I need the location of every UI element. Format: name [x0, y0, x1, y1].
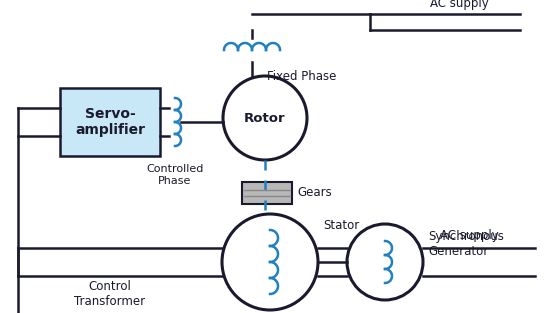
Text: AC supply: AC supply — [440, 229, 499, 242]
Bar — [60, 88, 160, 156]
Text: Stator: Stator — [323, 219, 359, 232]
Text: AC supply: AC supply — [430, 0, 489, 10]
Text: Synchronous
Generator: Synchronous Generator — [428, 230, 504, 258]
Text: Control
Transformer: Control Transformer — [74, 280, 146, 308]
Text: Controlled
Phase: Controlled Phase — [146, 164, 204, 186]
Text: Servo-
amplifier: Servo- amplifier — [75, 107, 145, 137]
Text: Rotor: Rotor — [244, 111, 286, 125]
Bar — [242, 182, 292, 204]
Text: Fixed Phase: Fixed Phase — [267, 70, 337, 83]
Text: Gears: Gears — [297, 187, 332, 199]
